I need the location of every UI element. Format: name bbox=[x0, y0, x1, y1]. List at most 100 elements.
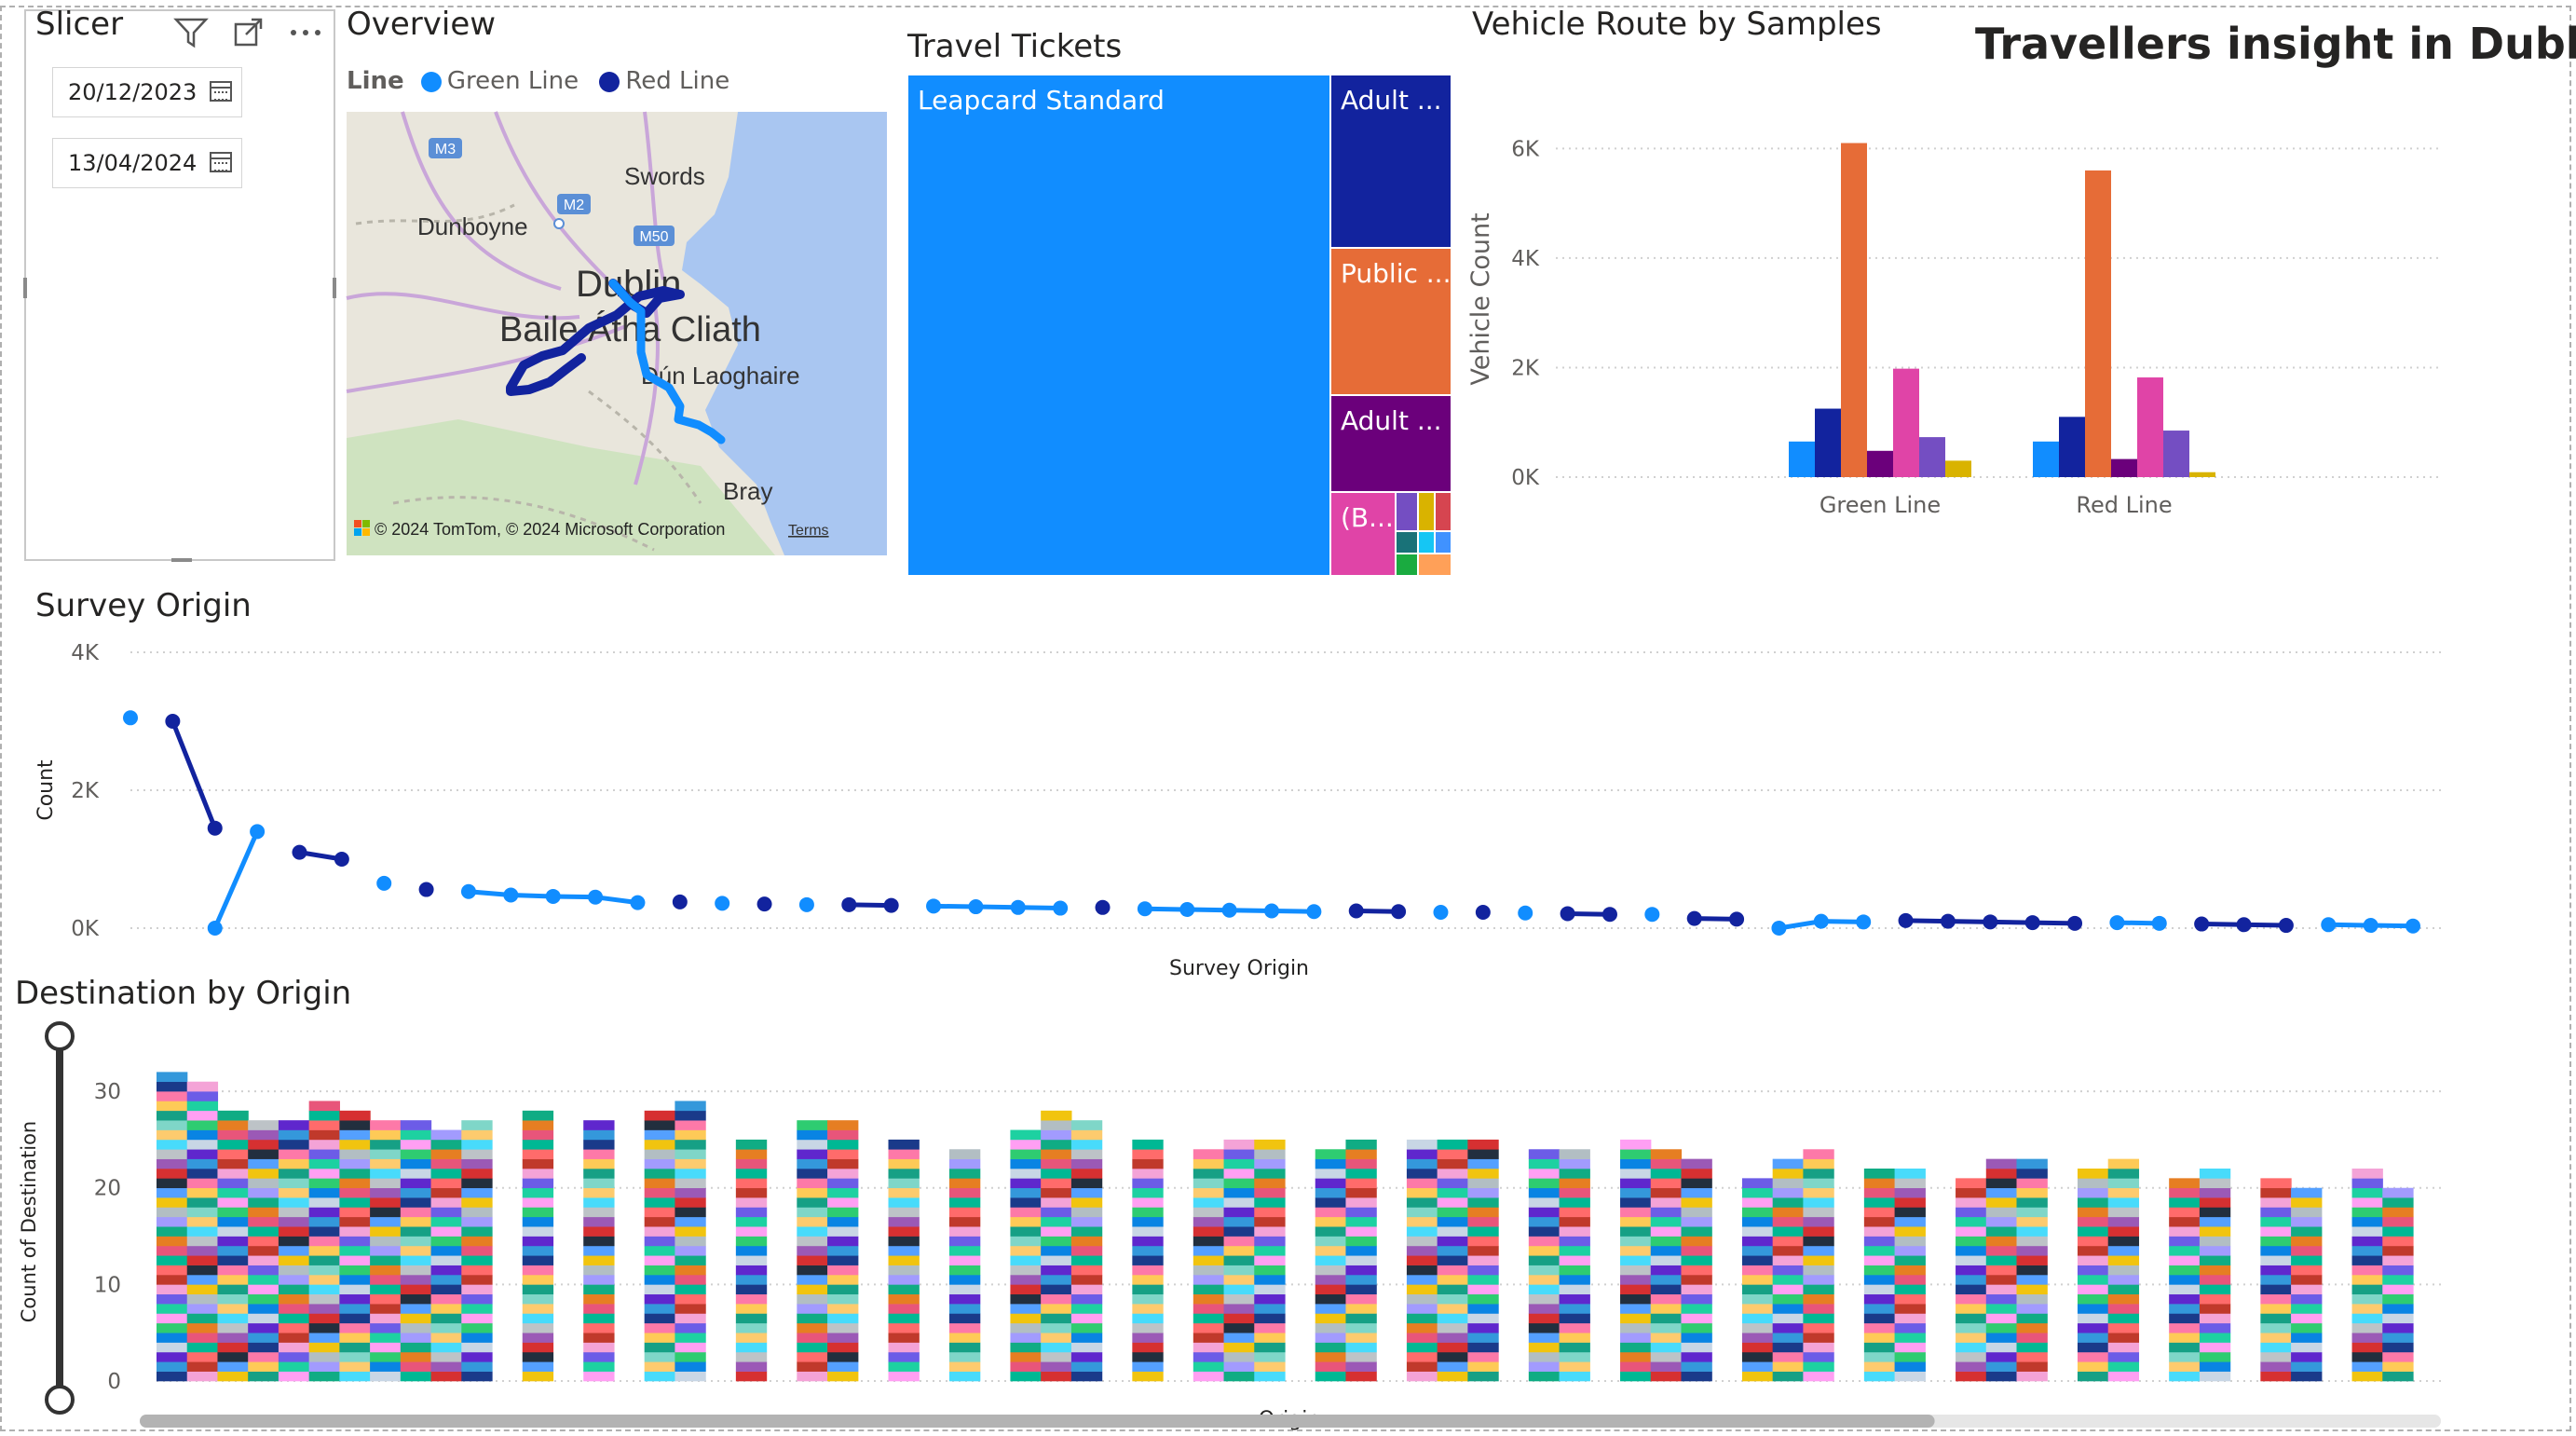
destination-segment[interactable] bbox=[400, 1351, 432, 1362]
destination-segment[interactable] bbox=[339, 1342, 371, 1353]
destination-segment[interactable] bbox=[583, 1120, 615, 1130]
destination-segment[interactable] bbox=[675, 1139, 706, 1150]
destination-segment[interactable] bbox=[1406, 1284, 1438, 1295]
destination-segment[interactable] bbox=[370, 1149, 402, 1159]
destination-segment[interactable] bbox=[1863, 1169, 1896, 1179]
destination-segment[interactable] bbox=[1620, 1322, 1652, 1333]
destination-segment[interactable] bbox=[1315, 1342, 1347, 1353]
destination-segment[interactable] bbox=[1070, 1169, 1103, 1179]
destination-segment[interactable] bbox=[1467, 1255, 1499, 1265]
destination-segment[interactable] bbox=[675, 1178, 706, 1189]
destination-segment[interactable] bbox=[797, 1265, 828, 1276]
destination-segment[interactable] bbox=[1528, 1351, 1561, 1362]
destination-segment[interactable] bbox=[217, 1139, 249, 1150]
destination-segment[interactable] bbox=[1528, 1371, 1561, 1382]
destination-segment[interactable] bbox=[1528, 1226, 1561, 1237]
destination-segment[interactable] bbox=[1437, 1371, 1468, 1382]
destination-segment[interactable] bbox=[248, 1293, 279, 1305]
destination-segment[interactable] bbox=[461, 1236, 493, 1247]
destination-segment[interactable] bbox=[1894, 1351, 1926, 1362]
destination-segment[interactable] bbox=[1254, 1351, 1286, 1362]
destination-segment[interactable] bbox=[461, 1351, 493, 1362]
destination-segment[interactable] bbox=[735, 1275, 768, 1285]
destination-segment[interactable] bbox=[1894, 1284, 1926, 1295]
destination-segment[interactable] bbox=[217, 1149, 249, 1159]
destination-segment[interactable] bbox=[1193, 1216, 1225, 1227]
destination-segment[interactable] bbox=[1985, 1265, 2018, 1276]
destination-segment[interactable] bbox=[2169, 1216, 2201, 1227]
destination-segment[interactable] bbox=[1406, 1169, 1438, 1179]
destination-segment[interactable] bbox=[888, 1245, 920, 1256]
destination-segment[interactable] bbox=[1437, 1275, 1468, 1285]
destination-segment[interactable] bbox=[1193, 1169, 1225, 1179]
treemap-cell-small[interactable] bbox=[1418, 531, 1435, 554]
destination-segment[interactable] bbox=[370, 1275, 402, 1285]
destination-segment[interactable] bbox=[1894, 1178, 1926, 1189]
destination-segment[interactable] bbox=[400, 1178, 432, 1189]
destination-segment[interactable] bbox=[1437, 1169, 1468, 1179]
destination-segment[interactable] bbox=[583, 1361, 615, 1372]
destination-segment[interactable] bbox=[2016, 1322, 2048, 1333]
data-point[interactable] bbox=[2151, 915, 2167, 931]
destination-segment[interactable] bbox=[400, 1255, 432, 1265]
destination-segment[interactable] bbox=[2382, 1333, 2414, 1343]
destination-segment[interactable] bbox=[1650, 1255, 1683, 1265]
destination-segment[interactable] bbox=[675, 1187, 706, 1198]
destination-segment[interactable] bbox=[948, 1333, 981, 1343]
destination-segment[interactable] bbox=[1406, 1207, 1438, 1218]
destination-segment[interactable] bbox=[1803, 1342, 1834, 1353]
origin-column[interactable] bbox=[1193, 1149, 1225, 1382]
destination-segment[interactable] bbox=[2107, 1158, 2140, 1169]
destination-segment[interactable] bbox=[644, 1178, 676, 1189]
destination-segment[interactable] bbox=[2351, 1351, 2383, 1362]
destination-segment[interactable] bbox=[1650, 1304, 1683, 1314]
destination-segment[interactable] bbox=[644, 1351, 676, 1362]
origin-column[interactable] bbox=[1956, 1178, 1987, 1382]
destination-segment[interactable] bbox=[1650, 1265, 1683, 1276]
origin-column[interactable] bbox=[1559, 1149, 1590, 1382]
destination-segment[interactable] bbox=[1528, 1158, 1561, 1169]
destination-segment[interactable] bbox=[827, 1371, 859, 1382]
destination-segment[interactable] bbox=[430, 1187, 462, 1198]
destination-segment[interactable] bbox=[186, 1236, 219, 1247]
destination-segment[interactable] bbox=[1345, 1178, 1377, 1189]
destination-segment[interactable] bbox=[1620, 1255, 1652, 1265]
destination-segment[interactable] bbox=[827, 1255, 859, 1265]
destination-segment[interactable] bbox=[583, 1129, 615, 1141]
destination-segment[interactable] bbox=[2199, 1322, 2231, 1333]
destination-segment[interactable] bbox=[1620, 1236, 1652, 1247]
data-point[interactable] bbox=[1729, 911, 1745, 927]
destination-segment[interactable] bbox=[1254, 1361, 1286, 1372]
destination-segment[interactable] bbox=[400, 1313, 432, 1324]
destination-segment[interactable] bbox=[278, 1149, 310, 1159]
destination-segment[interactable] bbox=[400, 1149, 432, 1159]
destination-segment[interactable] bbox=[308, 1371, 340, 1382]
destination-segment[interactable] bbox=[2077, 1178, 2109, 1189]
data-point[interactable] bbox=[2278, 918, 2294, 934]
destination-segment[interactable] bbox=[797, 1158, 828, 1169]
data-point[interactable] bbox=[1940, 913, 1956, 929]
destination-segment[interactable] bbox=[157, 1110, 188, 1121]
destination-segment[interactable] bbox=[2199, 1293, 2231, 1305]
destination-segment[interactable] bbox=[735, 1149, 768, 1159]
destination-segment[interactable] bbox=[1193, 1207, 1225, 1218]
origin-column[interactable] bbox=[797, 1120, 828, 1382]
destination-segment[interactable] bbox=[1528, 1293, 1561, 1305]
destination-segment[interactable] bbox=[278, 1322, 310, 1333]
destination-segment[interactable] bbox=[1741, 1197, 1774, 1208]
destination-segment[interactable] bbox=[2351, 1255, 2383, 1265]
destination-segment[interactable] bbox=[1406, 1149, 1438, 1159]
destination-segment[interactable] bbox=[948, 1236, 981, 1247]
destination-segment[interactable] bbox=[248, 1322, 279, 1333]
destination-segment[interactable] bbox=[1772, 1265, 1805, 1276]
destination-segment[interactable] bbox=[1193, 1361, 1225, 1372]
destination-segment[interactable] bbox=[1559, 1236, 1590, 1247]
destination-segment[interactable] bbox=[2107, 1187, 2140, 1198]
destination-segment[interactable] bbox=[157, 1236, 188, 1247]
destination-segment[interactable] bbox=[430, 1293, 462, 1305]
destination-segment[interactable] bbox=[644, 1293, 676, 1305]
destination-segment[interactable] bbox=[888, 1265, 920, 1276]
destination-segment[interactable] bbox=[583, 1304, 615, 1314]
destination-segment[interactable] bbox=[2199, 1265, 2231, 1276]
destination-segment[interactable] bbox=[2077, 1187, 2109, 1198]
